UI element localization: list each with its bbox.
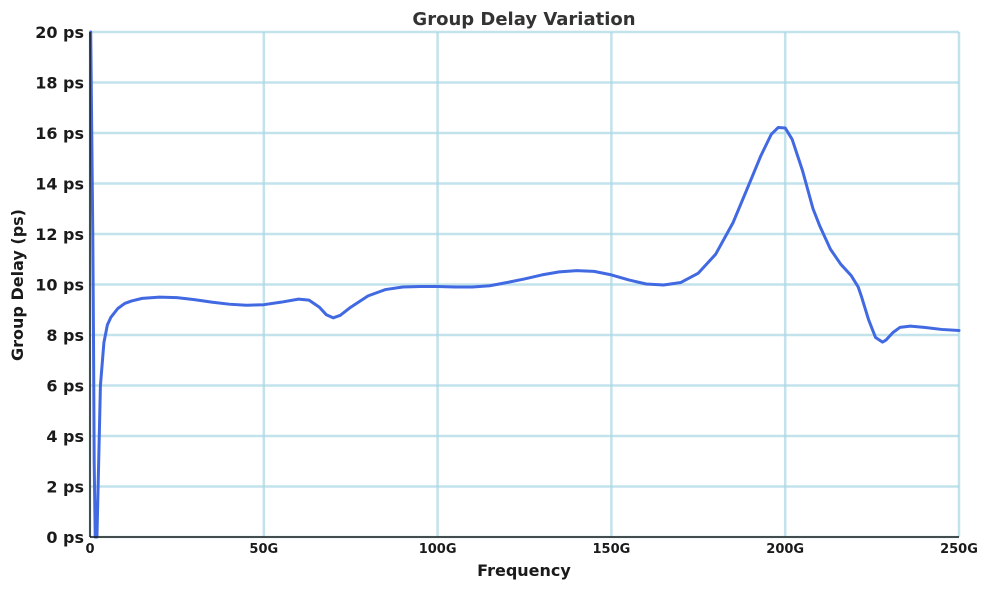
y-tick-label-7: 14 ps (35, 175, 84, 194)
grid-lines (88, 30, 961, 539)
y-tick-label-8: 16 ps (35, 124, 84, 143)
y-axis-label: Group Delay (ps) (8, 209, 27, 361)
y-tick-label-6: 12 ps (35, 225, 84, 244)
y-tick-label-5: 10 ps (35, 276, 84, 295)
y-tick-label-0: 0 ps (46, 528, 84, 547)
y-tick-label-9: 18 ps (35, 74, 84, 93)
x-tick-labels: 0 50G 100G 150G 200G 250G (85, 542, 977, 557)
plot-series (89, 30, 961, 539)
x-axis-label: Frequency (477, 561, 571, 580)
series-line-0 (89, 30, 961, 539)
y-tick-label-4: 8 ps (46, 326, 84, 345)
chart-title: Group Delay Variation (412, 9, 635, 30)
x-tick-label-2: 100G (419, 542, 457, 557)
x-tick-label-1: 50G (249, 542, 278, 557)
x-tick-label-3: 150G (592, 542, 630, 557)
y-tick-labels: 0 ps 2 ps 4 ps 6 ps 8 ps 10 ps 12 ps 14 ps 16 ps… (35, 23, 84, 547)
y-tick-label-2: 4 ps (46, 427, 84, 446)
y-tick-label-10: 20 ps (35, 23, 84, 42)
x-tick-label-4: 200G (766, 542, 804, 557)
plot-axes (89, 32, 959, 538)
y-tick-label-3: 6 ps (46, 377, 84, 396)
x-tick-label-5: 250G (940, 542, 978, 557)
y-tick-label-1: 2 ps (46, 478, 84, 497)
x-tick-label-0: 0 (85, 542, 94, 557)
